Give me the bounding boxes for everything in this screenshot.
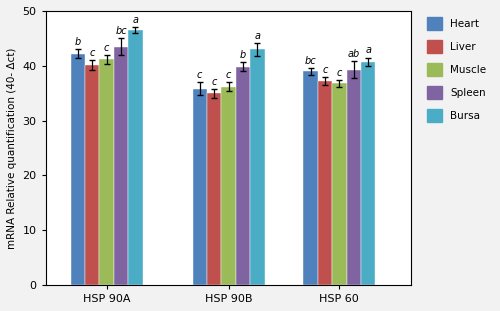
Text: c: c xyxy=(212,77,217,86)
Text: ab: ab xyxy=(348,49,360,59)
Bar xyxy=(100,59,114,285)
Text: bc: bc xyxy=(115,26,127,36)
Bar xyxy=(318,81,332,285)
Text: c: c xyxy=(226,70,231,80)
Text: c: c xyxy=(104,43,110,53)
Text: c: c xyxy=(90,48,95,58)
Bar xyxy=(114,47,128,285)
Bar xyxy=(250,49,264,285)
Bar xyxy=(304,71,318,285)
Bar xyxy=(85,65,100,285)
Bar xyxy=(70,54,85,285)
Text: b: b xyxy=(74,37,81,47)
Bar xyxy=(332,83,346,285)
Text: a: a xyxy=(132,15,138,25)
Bar xyxy=(128,30,142,285)
Bar xyxy=(346,70,361,285)
Text: a: a xyxy=(365,45,371,55)
Y-axis label: mRNA Relative quantification (40- Δct): mRNA Relative quantification (40- Δct) xyxy=(7,47,17,249)
Bar xyxy=(222,86,235,285)
Text: c: c xyxy=(336,68,342,78)
Text: b: b xyxy=(240,50,246,60)
Bar xyxy=(236,67,250,285)
Legend: Heart, Liver, Muscle, Spleen, Bursa: Heart, Liver, Muscle, Spleen, Bursa xyxy=(420,11,493,128)
Bar xyxy=(207,93,222,285)
Text: c: c xyxy=(197,70,202,80)
Text: c: c xyxy=(322,64,328,75)
Bar xyxy=(192,89,207,285)
Text: a: a xyxy=(254,30,260,40)
Bar xyxy=(361,62,376,285)
Text: bc: bc xyxy=(304,56,316,66)
